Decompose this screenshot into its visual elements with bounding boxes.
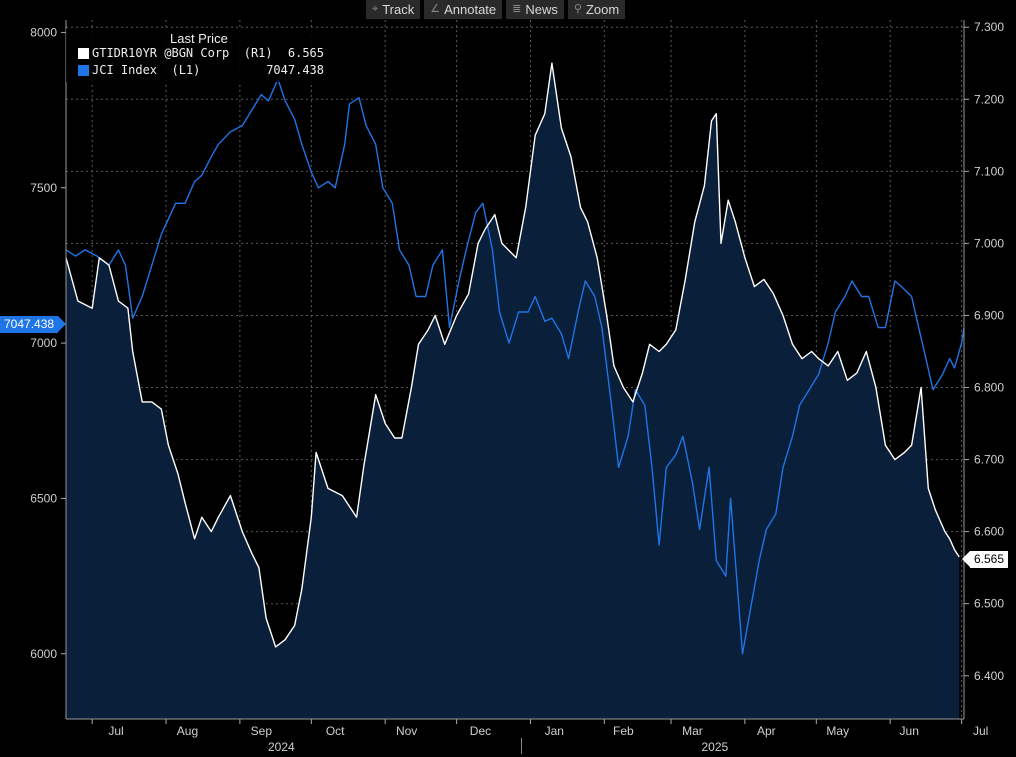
x-axis-month-label: Feb bbox=[613, 724, 634, 738]
x-axis-month-label: Apr bbox=[757, 724, 776, 738]
series-line-jci bbox=[65, 78, 965, 655]
series-area-yield bbox=[66, 63, 960, 719]
left-axis-tick-label: 7500 bbox=[30, 181, 57, 195]
left-axis-tick-label: 8000 bbox=[30, 25, 57, 39]
magnifier-icon: ⚲ bbox=[573, 3, 582, 15]
right-axis-tick-label: 7.100 bbox=[974, 164, 1004, 178]
legend-swatch-jci bbox=[78, 64, 89, 76]
legend-row-jci: JCI Index (L1) 7047.438 bbox=[78, 63, 324, 77]
legend-swatch-yield bbox=[78, 47, 89, 59]
chart-toolbar: ⌖ Track ∠ Annotate ≣ News ⚲ Zoom bbox=[366, 0, 626, 19]
toolbar-button-track[interactable]: ⌖ Track bbox=[366, 0, 421, 19]
legend-header: Last Price bbox=[170, 31, 228, 46]
x-axis-month-label: Jun bbox=[900, 724, 919, 738]
legend: Last Price GTIDR10YR @BGN Corp (R1) 6.56… bbox=[66, 29, 330, 82]
left-axis-tick-label: 6000 bbox=[30, 647, 57, 661]
x-axis-month-label: May bbox=[826, 724, 849, 738]
right-axis-tick-label: 7.300 bbox=[974, 20, 1004, 34]
jci-last-price-tag: 7047.438 bbox=[0, 316, 67, 333]
series-lines-layer bbox=[65, 62, 965, 655]
x-axis-month-label: Jul bbox=[973, 724, 988, 738]
right-axis-tick-label: 6.400 bbox=[974, 669, 1004, 683]
toolbar-button-label: News bbox=[525, 2, 558, 17]
x-axis-month-label: Oct bbox=[326, 724, 345, 738]
yield-last-price-tag: 6.565 bbox=[961, 551, 1009, 568]
toolbar-button-zoom[interactable]: ⚲ Zoom bbox=[567, 0, 626, 19]
legend-name-yield: GTIDR10YR @BGN Corp (R1) bbox=[92, 46, 273, 60]
x-axis-month-label: Jan bbox=[545, 724, 564, 738]
legend-row-yield: GTIDR10YR @BGN Corp (R1) 6.565 bbox=[78, 46, 324, 60]
x-axis-month-label: Jul bbox=[108, 724, 123, 738]
x-axis-month-label: Mar bbox=[682, 724, 703, 738]
x-axis-month-label: Nov bbox=[396, 724, 417, 738]
legend-name-jci: JCI Index (L1) bbox=[92, 63, 201, 77]
series-line-yield bbox=[65, 62, 960, 648]
right-axis-tick-label: 6.500 bbox=[974, 597, 1004, 611]
pencil-icon: ∠ bbox=[430, 3, 441, 15]
x-axis-month-label: Dec bbox=[470, 724, 491, 738]
x-axis-month-label: Sep bbox=[251, 724, 273, 738]
right-axis-tick-label: 6.800 bbox=[974, 381, 1004, 395]
toolbar-button-label: Annotate bbox=[444, 2, 497, 17]
grid-lines bbox=[66, 20, 964, 719]
axes: 6.400 6.500 6.600 6.700 6.800 6.900 7.000 7.100… bbox=[30, 20, 1004, 754]
toolbar-button-news[interactable]: ≣ News bbox=[506, 0, 564, 19]
x-axis-month-label: Aug bbox=[177, 724, 198, 738]
news-icon: ≣ bbox=[512, 3, 522, 15]
toolbar-button-label: Zoom bbox=[585, 2, 620, 17]
x-axis-year-label: 2024 bbox=[268, 740, 295, 754]
left-axis-tick-label: 7000 bbox=[30, 336, 57, 350]
x-axis-year-label: 2025 bbox=[702, 740, 729, 754]
right-axis-tick-label: 6.700 bbox=[974, 453, 1004, 467]
yield-area-layer bbox=[66, 63, 960, 719]
right-axis-tick-label: 7.000 bbox=[974, 236, 1004, 250]
toolbar-button-label: Track bbox=[382, 2, 415, 17]
right-axis-tick-label: 6.600 bbox=[974, 525, 1004, 539]
right-axis-tick-label: 7.200 bbox=[974, 92, 1004, 106]
left-axis-tick-label: 6500 bbox=[30, 491, 57, 505]
right-axis-tick-label: 6.900 bbox=[974, 308, 1004, 322]
legend-value-yield: 6.565 bbox=[287, 46, 324, 60]
toolbar-button-annotate[interactable]: ∠ Annotate bbox=[424, 0, 503, 19]
legend-value-jci: 7047.438 bbox=[266, 63, 324, 77]
crosshair-icon: ⌖ bbox=[372, 3, 379, 15]
